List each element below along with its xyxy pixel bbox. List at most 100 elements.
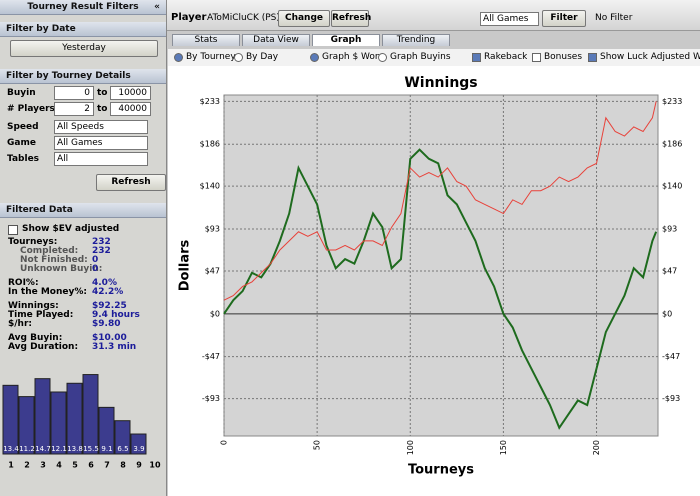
stat-label: $/hr:: [8, 319, 32, 329]
players-to[interactable]: 40000: [110, 102, 151, 116]
radio-button[interactable]: [310, 53, 319, 62]
panel-title: Tourney Result Filters «: [0, 0, 166, 15]
games-select[interactable]: All Games: [480, 12, 539, 26]
game-label: Game: [7, 138, 36, 148]
histogram-value-label: 6.5: [117, 445, 128, 453]
game-select[interactable]: All Games: [54, 136, 148, 150]
speed-select[interactable]: All Speeds: [54, 120, 148, 134]
y-tick-label: $140: [662, 182, 682, 191]
option-label: Show Luck Adjusted Winn: [600, 52, 700, 62]
histogram-bar: [114, 420, 131, 455]
options-bar: By Tourney By Day Graph $ Won Graph Buyins R…: [168, 49, 700, 67]
tab[interactable]: Data View: [242, 34, 310, 46]
radio-button[interactable]: [234, 53, 243, 62]
collapse-button[interactable]: «: [154, 2, 160, 12]
stat-label: Winnings:: [8, 301, 59, 311]
yesterday-button[interactable]: Yesterday: [10, 40, 158, 57]
histogram-category: 3: [40, 461, 46, 470]
y-tick-label: -$47: [662, 352, 680, 361]
stat-value: 232: [92, 237, 111, 247]
stat-value: 232: [92, 246, 111, 256]
tab[interactable]: Stats: [172, 34, 240, 46]
histogram-value-label: 12.1: [51, 445, 67, 453]
histogram-category: 2: [24, 461, 30, 470]
histogram-value-label: 13.8: [67, 445, 83, 453]
stat-label: Avg Duration:: [8, 342, 79, 352]
stat-value: 31.3 min: [92, 342, 137, 352]
stat-value: $10.00: [92, 333, 127, 343]
y-tick-label: $47: [662, 266, 677, 275]
x-tick-label: 100: [406, 440, 415, 455]
histogram-bar: [2, 384, 19, 455]
plot-area: [223, 94, 659, 437]
details-heading: Filter by Tourney Details: [0, 69, 166, 84]
histogram-bar: [34, 378, 51, 455]
histogram-bar: [82, 374, 99, 455]
stat-label: Completed:: [20, 246, 79, 256]
y-tick-label: $233: [200, 97, 220, 106]
stat-value: 4.0%: [92, 278, 117, 288]
histogram-category: 4: [56, 461, 62, 470]
filter-status: No Filter: [595, 13, 633, 23]
tables-label: Tables: [7, 154, 40, 164]
y-tick-label: $186: [200, 140, 220, 149]
stat-label: Avg Buyin:: [8, 333, 63, 343]
buyin-to[interactable]: 10000: [110, 86, 151, 100]
option-label: By Day: [246, 52, 279, 62]
histogram-category: 5: [72, 461, 78, 470]
refresh-button[interactable]: Refresh: [331, 10, 371, 27]
histogram-value-label: 14.7: [35, 445, 51, 453]
y-tick-label: $93: [662, 225, 677, 234]
histogram-bar: [50, 391, 67, 455]
buyin-from[interactable]: 0: [54, 86, 94, 100]
stat-label: Unknown Buyin:: [20, 264, 103, 274]
checkbox[interactable]: [588, 53, 597, 62]
filter-button[interactable]: Filter: [542, 10, 586, 27]
tab[interactable]: Trending: [382, 34, 450, 46]
checkbox[interactable]: [472, 53, 481, 62]
player-name: AToMiCluCK (PS): [207, 13, 280, 23]
y-tick-label: -$93: [662, 394, 680, 403]
y-axis-label: Dollars: [178, 239, 193, 291]
option-label: Graph $ Won: [322, 52, 381, 62]
checkbox[interactable]: [532, 53, 541, 62]
ev-checkbox[interactable]: [8, 225, 18, 235]
tables-select[interactable]: All: [54, 152, 148, 166]
player-label: Player: [171, 12, 207, 23]
data-line: [223, 148, 658, 430]
radio-button[interactable]: [378, 53, 387, 62]
histogram-value-label: 3.9: [133, 445, 144, 453]
histogram-category: 10: [149, 461, 161, 470]
y-tick-label: $140: [200, 182, 220, 191]
change-button[interactable]: Change: [278, 10, 330, 27]
histogram-bar: [18, 396, 35, 455]
y-tick-label: $186: [662, 140, 682, 149]
histogram-bar: [66, 382, 83, 455]
filtered-heading: Filtered Data: [0, 203, 166, 218]
x-tick-label: 150: [499, 440, 508, 455]
histogram-bar: [98, 406, 115, 455]
players-from[interactable]: 2: [54, 102, 94, 116]
stat-value: $92.25: [92, 301, 127, 311]
histogram-category: 1: [8, 461, 14, 470]
stat-value: 0: [92, 255, 99, 265]
ev-label: Show $EV adjusted: [22, 224, 120, 234]
to-label: to: [97, 88, 108, 98]
x-tick-label: 0: [220, 440, 229, 445]
y-tick-label: $93: [205, 225, 220, 234]
histogram: 1 13.4 2 11.2 3 14.7 4 12.1 5 13.8 6 15.5 7 9.1 8 6.5 9 3…: [2, 374, 161, 470]
refresh-button[interactable]: Refresh: [96, 174, 166, 191]
y-tick-label: $0: [210, 309, 220, 318]
y-tick-label: -$93: [202, 394, 220, 403]
option-label: By Tourney: [186, 52, 236, 62]
x-tick-label: 200: [592, 440, 601, 455]
radio-button[interactable]: [174, 53, 183, 62]
y-tick-label: $233: [662, 97, 682, 106]
tab[interactable]: Graph: [312, 34, 380, 46]
option-label: Rakeback: [484, 52, 528, 62]
panel-title-text: Tourney Result Filters: [27, 2, 139, 12]
stat-value: $9.80: [92, 319, 121, 329]
histogram-bar: [130, 433, 147, 455]
date-heading: Filter by Date: [0, 22, 166, 37]
